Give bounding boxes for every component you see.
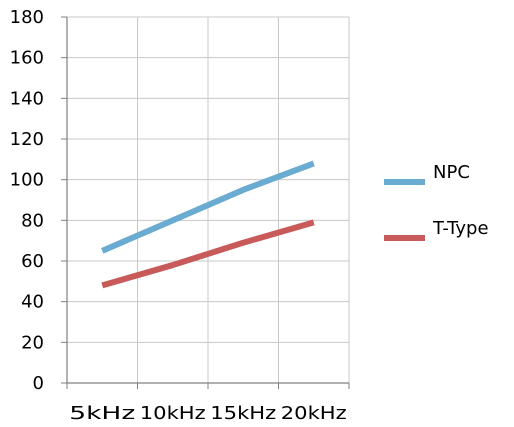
x-tick-label: 15kHz: [210, 403, 276, 424]
y-tick-label: 80: [21, 210, 44, 231]
legend-label: NPC: [433, 162, 470, 183]
y-tick-label: 120: [10, 129, 44, 150]
series-lines: [101, 160, 315, 289]
y-tick-label: 140: [10, 88, 44, 109]
gridlines: [67, 16, 350, 383]
y-tick-label: 20: [21, 332, 44, 353]
x-tick-label: 20kHz: [281, 403, 347, 424]
x-axis-ticks: 5kHz 10kHz 15kHz 20kHz: [66, 383, 350, 424]
x-tick-label: 5kHz: [69, 403, 135, 424]
series-line-npc: [101, 160, 315, 254]
y-tick-label: 40: [21, 292, 44, 313]
legend-label: T-Type: [432, 218, 489, 239]
y-tick-label: 60: [21, 251, 44, 272]
y-axis-ticks: 0 20 40 60 80 100 120 140 160 180: [10, 7, 67, 394]
y-tick-label: 0: [33, 373, 44, 394]
legend: NPC T-Type: [384, 162, 489, 241]
y-tick-label: 180: [10, 7, 44, 28]
x-tick-label: 10kHz: [140, 403, 206, 424]
y-tick-label: 160: [10, 48, 44, 69]
y-tick-label: 100: [10, 170, 44, 191]
series-line-t-type: [101, 219, 315, 289]
